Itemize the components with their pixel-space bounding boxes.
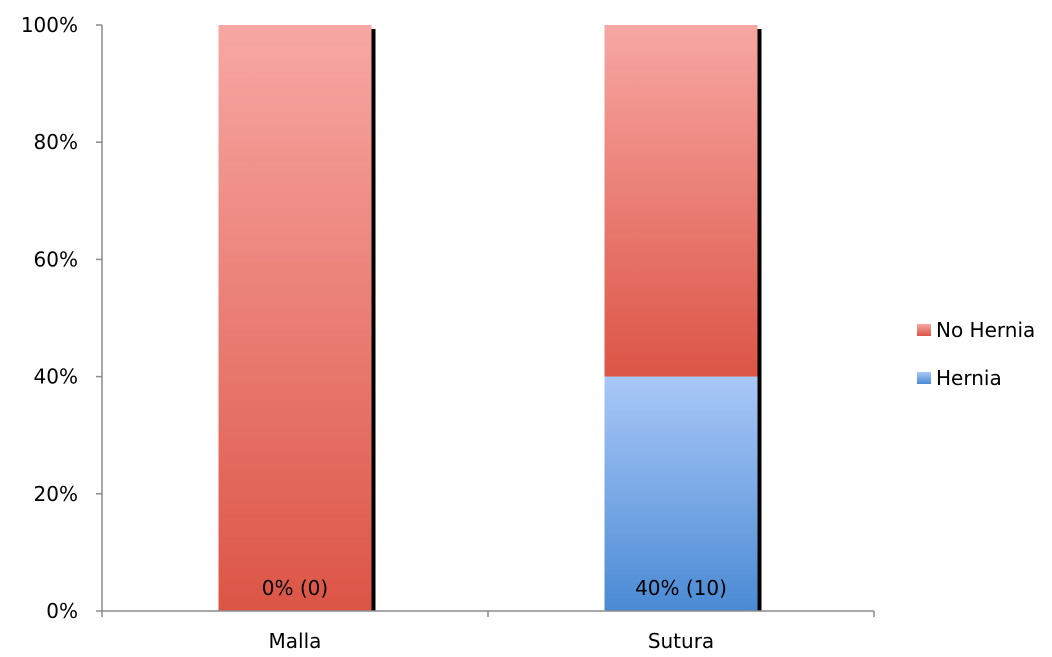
y-tick-label-60: 60% xyxy=(34,247,78,271)
x-tick-label-malla: Malla xyxy=(269,629,322,653)
bar-no-hernia-sutura xyxy=(604,25,758,377)
y-tick-label-80: 80% xyxy=(34,130,78,154)
bar-hernia-sutura xyxy=(604,376,758,611)
y-tick-label-100: 100% xyxy=(21,13,78,37)
bars xyxy=(218,25,758,611)
bar-shadows xyxy=(371,29,762,611)
bar-shadow-malla xyxy=(371,29,376,611)
y-tick-label-20: 20% xyxy=(34,482,78,506)
labels: 0% (0) Malla 40% (10) Sutura 0% 20% 40% 60% 80% 1… xyxy=(21,13,727,653)
data-label-malla: 0% (0) xyxy=(262,576,328,600)
data-label-sutura: 40% (10) xyxy=(635,576,727,600)
bar-shadow-sutura xyxy=(757,29,762,611)
bar-no-hernia-malla xyxy=(218,25,372,611)
legend: No Hernia Hernia xyxy=(917,318,1035,390)
legend-label-hernia: Hernia xyxy=(936,366,1002,390)
x-tick-label-sutura: Sutura xyxy=(648,629,714,653)
legend-label-no-hernia: No Hernia xyxy=(936,318,1035,342)
legend-swatch-no-hernia xyxy=(917,324,931,336)
y-tick-label-40: 40% xyxy=(34,365,78,389)
axes xyxy=(96,24,875,617)
legend-swatch-hernia xyxy=(917,372,931,384)
y-tick-label-0: 0% xyxy=(46,599,78,623)
